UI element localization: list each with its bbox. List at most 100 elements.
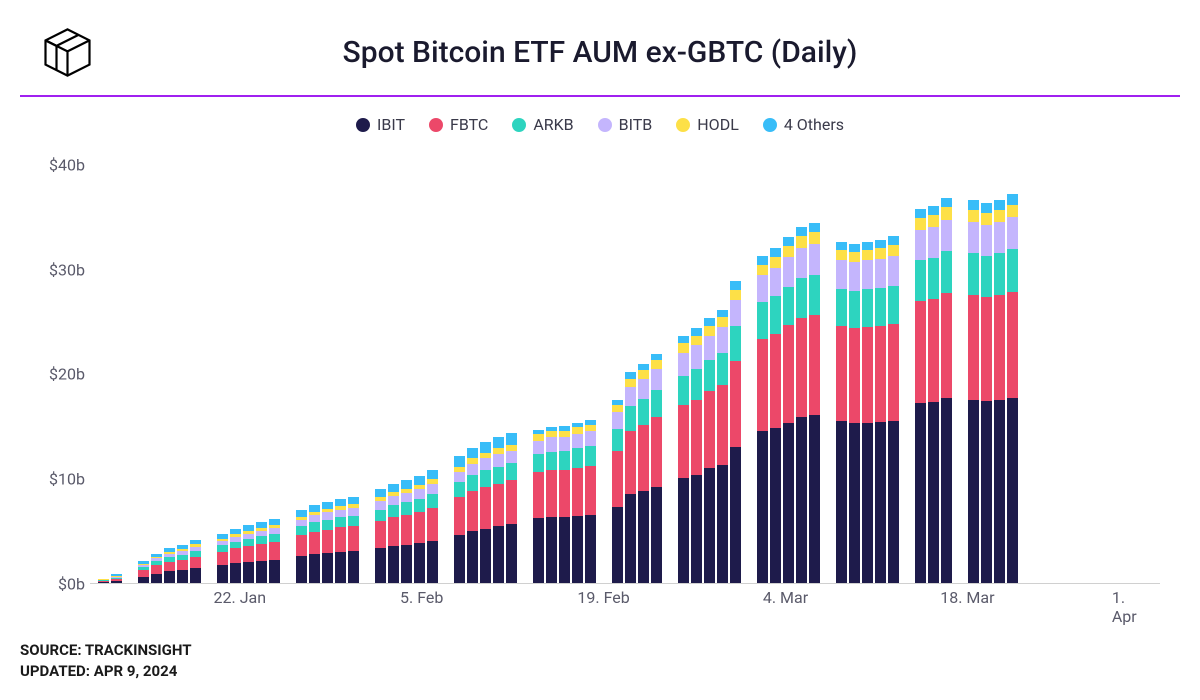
bar-segment [256,561,267,583]
bar-segment [704,318,715,326]
stacked-bar [730,281,741,583]
bar-segment [625,431,636,494]
bar-segment [454,535,465,583]
bar-segment [164,562,175,571]
bar-segment [612,429,623,451]
stacked-bar [585,420,596,583]
bar-segment [296,526,307,535]
bar-segment [941,251,952,293]
bar-segment [849,423,860,583]
bar-segment [427,470,438,479]
bar-segment [796,236,807,248]
bar-segment [546,517,557,583]
legend-label: FBTC [450,115,488,134]
stacked-bar [559,426,570,583]
bar-segment [691,345,702,369]
bar-segment [414,476,425,485]
bar-segment [717,465,728,583]
bar-segment [322,530,333,553]
bar-segment [454,472,465,482]
bar-segment [836,242,847,250]
bar-segment [230,563,241,583]
legend-label: 4 Others [784,115,844,134]
bar-segment [678,478,689,583]
bar-segment [506,463,517,480]
bar-segment [480,529,491,583]
stacked-bar [717,310,728,583]
bar-segment [454,482,465,497]
stacked-bar [1007,194,1018,583]
bar-segment [388,484,399,492]
bar-segment [928,206,939,215]
stacked-bar [836,242,847,583]
bar-group [836,236,899,583]
bar-segment [968,400,979,583]
bar-segment [849,291,860,329]
bar-segment [717,327,728,352]
bar-segment [467,491,478,531]
bar-segment [348,551,359,583]
bar-segment [796,318,807,418]
y-tick-label: $0b [25,575,85,594]
bar-segment [190,557,201,569]
bar-segment [506,480,517,524]
bar-segment [809,315,820,416]
stacked-bar [678,336,689,583]
bar-segment [678,376,689,405]
bar-segment [296,556,307,583]
bar-segment [375,510,386,522]
x-tick-label: 5. Feb [400,588,443,607]
bar-segment [994,295,1005,400]
bar-group [612,354,662,583]
bar-segment [915,218,926,230]
bar-segment [427,484,438,494]
bar-segment [467,531,478,583]
bar-segment [467,464,478,476]
bar-segment [757,275,768,302]
bar-segment [770,334,781,428]
bar-segment [704,391,715,467]
bar-segment [269,560,280,583]
stacked-bar [467,448,478,583]
x-tick-label: 22. Jan [214,588,267,607]
bar-segment [783,287,794,326]
bar-segment [928,402,939,583]
bar-segment [585,431,596,446]
bar-segment [730,326,741,361]
legend-item: ARKB [512,115,573,134]
bar-segment [388,496,399,505]
bar-segment [717,310,728,318]
bar-segment [809,275,820,315]
bar-segment [875,259,886,288]
bar-segment [230,548,241,563]
bar-group [757,223,820,583]
bar-segment [994,400,1005,583]
stacked-bar [230,529,241,583]
stacked-bar [506,433,517,583]
legend-dot [356,118,370,132]
bar-segment [809,223,820,232]
bar-segment [941,198,952,208]
chart-area: $0b$10b$20b$30b$40b 22. Jan5. Feb19. Feb… [90,144,1160,584]
bar-segment [704,360,715,391]
bar-segment [533,518,544,583]
stacked-bar [269,519,280,583]
legend-dot [763,118,777,132]
stacked-bar [572,423,583,583]
bar-segment [309,532,320,554]
bar-segment [1007,292,1018,398]
bar-segment [493,484,504,527]
bar-segment [968,253,979,295]
bar-segment [981,297,992,401]
bar-segment [981,256,992,297]
bar-segment [375,548,386,583]
bar-segment [862,423,873,583]
chart-title: Spot Bitcoin ETF AUM ex-GBTC (Daily) [120,35,1160,70]
bar-segment [651,354,662,361]
bar-group [454,433,517,583]
bar-segment [783,246,794,257]
bar-group [296,497,359,583]
bar-segment [875,288,886,326]
bar-segment [730,361,741,447]
bar-segment [941,207,952,219]
